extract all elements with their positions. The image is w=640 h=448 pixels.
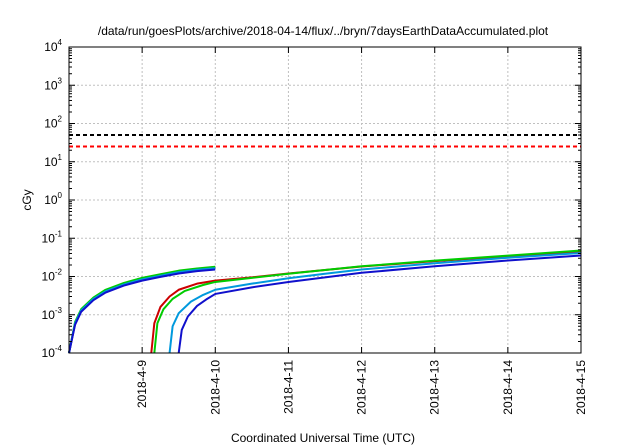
x-tick-label: 2018-4-14 (501, 360, 515, 415)
y-tick-label: 104 (44, 38, 62, 54)
y-tick-label: 10-1 (42, 229, 63, 245)
y-tick-labels: 10-4 10-3 10-2 10-1 100 101 102 103 104 (42, 38, 63, 360)
x-tick-label: 2018-4-15 (574, 360, 588, 415)
y-tick-label: 10-2 (42, 268, 63, 284)
y-tick-label: 10-4 (42, 344, 63, 360)
x-tick-labels: 2018-4-9 2018-4-10 2018-4-11 2018-4-12 2018-… (135, 360, 588, 415)
series-line (177, 254, 582, 354)
x-tick-label: 2018-4-11 (281, 360, 295, 414)
chart-title: /data/run/goesPlots/archive/2018-04-14/f… (98, 24, 549, 38)
x-tick-label: 2018-4-12 (355, 360, 369, 415)
series-line (68, 268, 216, 354)
y-tick-label: 100 (44, 191, 62, 207)
y-tick-label: 102 (44, 115, 62, 131)
grid-layer (69, 47, 581, 353)
series-line (168, 251, 582, 354)
x-tick-label: 2018-4-10 (208, 360, 222, 415)
y-tick-label: 101 (44, 153, 62, 169)
y-axis-label: cGy (20, 189, 34, 210)
x-tick-label: 2018-4-9 (135, 360, 149, 408)
y-tick-label: 103 (44, 76, 62, 92)
x-tick-label: 2018-4-13 (428, 360, 442, 415)
x-axis-label: Coordinated Universal Time (UTC) (231, 431, 415, 445)
tick-layer (68, 46, 582, 354)
series-line (153, 249, 582, 354)
y-tick-label: 10-3 (42, 306, 63, 322)
series-layer (68, 249, 582, 354)
threshold-layer (69, 134, 581, 148)
